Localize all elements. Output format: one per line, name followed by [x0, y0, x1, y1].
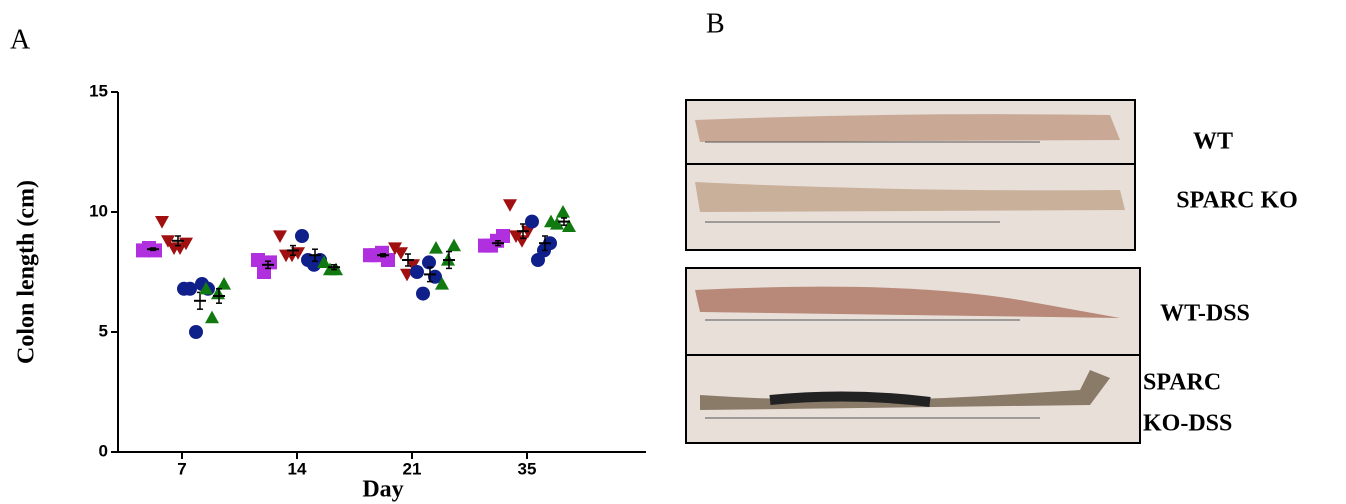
- photo-label: SPARC: [1143, 370, 1221, 396]
- panel-label: A: [10, 24, 31, 55]
- photo-label: WT-DSS: [1160, 301, 1250, 327]
- point: [428, 269, 442, 284]
- x-tick-label: 7: [177, 459, 186, 478]
- point: [155, 216, 169, 229]
- point: [189, 325, 203, 339]
- y-axis-label: Colon length (cm): [14, 180, 40, 364]
- point: [447, 238, 461, 252]
- photos: [685, 99, 1141, 444]
- point: [205, 310, 219, 324]
- point: [496, 229, 510, 243]
- x-tick-label: 21: [403, 459, 422, 478]
- point: [550, 217, 564, 230]
- photo-label: WT: [1193, 129, 1233, 155]
- point: [406, 259, 420, 272]
- colon: [695, 114, 1120, 142]
- point: [183, 281, 197, 296]
- point: [422, 255, 436, 270]
- y-tick-label: 5: [99, 321, 108, 340]
- y-tick-label: 15: [89, 81, 108, 100]
- point: [410, 265, 424, 279]
- photo-label: KO-DSS: [1143, 411, 1232, 437]
- y-tick-label: 0: [99, 441, 108, 460]
- point: [263, 255, 277, 270]
- rulers: [705, 141, 1040, 419]
- colon: [695, 286, 1120, 318]
- point: [556, 205, 570, 218]
- point: [273, 230, 287, 243]
- point: [435, 277, 449, 290]
- x-axis-label: Day: [362, 477, 403, 503]
- point: [515, 235, 529, 248]
- point: [525, 214, 539, 229]
- point: [161, 235, 175, 248]
- colon-dark: [769, 391, 931, 407]
- y-tick-label: 10: [89, 201, 108, 220]
- point: [503, 199, 517, 212]
- point: [295, 229, 309, 243]
- point: [217, 277, 231, 290]
- point: [317, 255, 331, 268]
- point: [251, 253, 265, 267]
- point: [562, 219, 576, 232]
- point: [416, 286, 430, 301]
- point: [199, 281, 213, 295]
- point: [429, 241, 443, 254]
- panel-label: B: [706, 8, 725, 39]
- x-tick-label: 35: [518, 459, 537, 478]
- x-tick-label: 14: [288, 459, 307, 478]
- point: [394, 247, 408, 260]
- photo-label: SPARC KO: [1176, 188, 1298, 214]
- colon: [695, 182, 1125, 212]
